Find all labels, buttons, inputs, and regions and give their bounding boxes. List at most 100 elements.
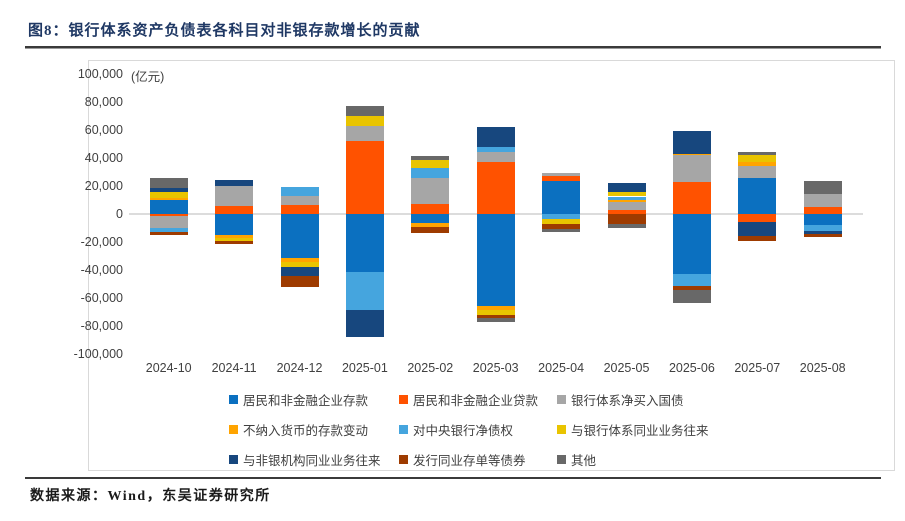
bar-segment bbox=[738, 155, 777, 163]
bar-segment bbox=[476, 314, 515, 319]
bar-segment bbox=[542, 219, 581, 225]
legend-row: 居民和非金融企业存款 居民和非金融企业贷款 银行体系净买入国债 bbox=[229, 390, 869, 409]
bar-segment bbox=[411, 178, 450, 205]
legend-item: 与银行体系同业业务往来 bbox=[557, 420, 709, 439]
y-tick-label: -100,000 bbox=[73, 347, 123, 361]
bar-segment bbox=[149, 197, 188, 200]
bar-segment bbox=[149, 214, 188, 216]
legend-label: 与非银机构同业业务往来 bbox=[243, 454, 381, 468]
x-axis-label: 2025-07 bbox=[734, 361, 781, 375]
y-tick-label: 80,000 bbox=[84, 95, 123, 109]
bar-segment bbox=[607, 223, 646, 228]
bar-segment bbox=[476, 152, 515, 163]
bar-segment bbox=[149, 178, 188, 188]
bar-segment bbox=[803, 181, 842, 195]
y-tick-label: -60,000 bbox=[80, 291, 123, 305]
bar-segment bbox=[607, 191, 646, 197]
bar-segment bbox=[280, 261, 319, 267]
bar-segment bbox=[476, 318, 515, 323]
bar-segment bbox=[542, 224, 581, 229]
bar-segment bbox=[738, 221, 777, 237]
bar-segment bbox=[411, 155, 450, 160]
bar-segment bbox=[411, 223, 450, 227]
y-tick-label: -40,000 bbox=[80, 263, 123, 277]
bar-segment bbox=[215, 179, 254, 187]
chart-area: (亿元) 居民和非金融企业存款 居民和非金融企业贷款 银行体系净买入国债 不纳入货币的… bbox=[74, 60, 895, 471]
bar-segment bbox=[345, 115, 384, 126]
bar-segment bbox=[411, 168, 450, 179]
legend-label: 对中央银行净债权 bbox=[413, 424, 514, 438]
x-axis-label: 2024-12 bbox=[276, 361, 323, 375]
bar-segment bbox=[803, 234, 842, 237]
bar-segment bbox=[803, 225, 842, 232]
bar-segment bbox=[411, 227, 450, 233]
bar-segment bbox=[542, 214, 581, 220]
bar-segment bbox=[607, 183, 646, 192]
legend-row: 不纳入货币的存款变动 对中央银行净债权 与银行体系同业业务往来 bbox=[229, 420, 869, 439]
bar-segment bbox=[411, 204, 450, 214]
bar-segment bbox=[149, 228, 188, 233]
bar-segment bbox=[738, 236, 777, 241]
bar-segment bbox=[345, 310, 384, 338]
x-axis-label: 2024-10 bbox=[145, 361, 192, 375]
bar-segment bbox=[280, 214, 319, 259]
legend-swatch-icon bbox=[229, 455, 238, 464]
bar-segment bbox=[607, 214, 646, 224]
legend-item: 对中央银行净债权 bbox=[399, 420, 557, 439]
footer-divider bbox=[25, 477, 881, 479]
y-tick-label: 20,000 bbox=[84, 179, 123, 193]
bar-segment bbox=[738, 152, 777, 156]
legend-item: 不纳入货币的存款变动 bbox=[229, 420, 399, 439]
x-axis-label: 2025-02 bbox=[407, 361, 454, 375]
bar-segment bbox=[411, 159, 450, 169]
data-source-note: 数据来源：Wind，东吴证券研究所 bbox=[30, 489, 271, 504]
bar-segment bbox=[215, 235, 254, 238]
bar-segment bbox=[215, 205, 254, 214]
figure-title: 图8：银行体系资产负债表各科目对非银存款增长的贡献 bbox=[28, 23, 421, 39]
x-axis-label: 2025-06 bbox=[668, 361, 715, 375]
bar-segment bbox=[215, 214, 254, 236]
bar-segment bbox=[149, 191, 188, 198]
bar-segment bbox=[803, 194, 842, 207]
legend-item: 与非银机构同业业务往来 bbox=[229, 450, 399, 469]
bar-segment bbox=[345, 214, 384, 272]
bar-segment bbox=[280, 195, 319, 205]
y-tick-label: -20,000 bbox=[80, 235, 123, 249]
y-tick-label: 100,000 bbox=[77, 67, 123, 81]
bar-segment bbox=[738, 166, 777, 179]
legend-swatch-icon bbox=[229, 425, 238, 434]
legend-swatch-icon bbox=[399, 455, 408, 464]
x-axis-label: 2025-03 bbox=[472, 361, 519, 375]
x-axis-label: 2025-05 bbox=[603, 361, 650, 375]
legend-item: 居民和非金融企业贷款 bbox=[399, 390, 557, 409]
x-axis-label: 2025-04 bbox=[538, 361, 585, 375]
legend-label: 不纳入货币的存款变动 bbox=[243, 424, 369, 438]
y-tick-label: 0 bbox=[116, 207, 123, 221]
legend-row: 与非银机构同业业务往来 发行同业存单等债券 其他 bbox=[229, 450, 869, 469]
legend-label: 居民和非金融企业存款 bbox=[243, 394, 369, 408]
x-axis-label: 2025-01 bbox=[341, 361, 388, 375]
legend-item: 银行体系净买入国债 bbox=[557, 390, 684, 409]
bar-segment bbox=[149, 232, 188, 235]
bar-segment bbox=[280, 266, 319, 276]
bar-segment bbox=[672, 289, 711, 303]
bar-segment bbox=[476, 214, 515, 306]
legend-label: 发行同业存单等债券 bbox=[413, 454, 526, 468]
bar-segment bbox=[672, 181, 711, 214]
bar-segment bbox=[672, 130, 711, 154]
bar-segment bbox=[476, 305, 515, 311]
x-axis-label: 2024-11 bbox=[211, 361, 257, 375]
legend-swatch-icon bbox=[557, 395, 566, 404]
bar-segment bbox=[476, 162, 515, 214]
y-tick-label: 60,000 bbox=[84, 123, 123, 137]
bar-segment bbox=[280, 275, 319, 288]
bar-segment bbox=[542, 172, 581, 176]
legend-item: 发行同业存单等债券 bbox=[399, 450, 557, 469]
bar-segment bbox=[803, 214, 842, 226]
bar-segment bbox=[607, 199, 646, 202]
bar-segment bbox=[345, 140, 384, 214]
bar-segment bbox=[542, 228, 581, 233]
legend-item: 其他 bbox=[557, 450, 596, 469]
bar-segment bbox=[280, 186, 319, 196]
bar-segment bbox=[672, 214, 711, 275]
